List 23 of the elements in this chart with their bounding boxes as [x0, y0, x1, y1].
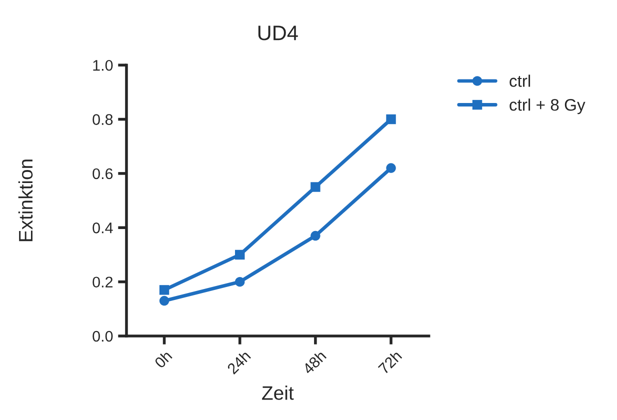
y-tick-label: 0.4 [92, 222, 113, 234]
point [386, 114, 396, 124]
y-tick-label: 0.2 [92, 276, 113, 288]
legend-label: ctrl [510, 74, 530, 87]
point [310, 230, 320, 241]
point [310, 182, 320, 192]
chart-title: UD4 [258, 26, 298, 40]
point [234, 276, 245, 287]
x-tick-label: 72h [378, 350, 402, 374]
point [386, 163, 396, 173]
y-tick-label: 0.8 [92, 114, 113, 125]
point [159, 285, 170, 295]
x-tick-label: 0h [154, 350, 172, 369]
y-axis-title: Extinktion [18, 160, 33, 242]
y-tick-label: 0.6 [92, 168, 113, 180]
x-axis-title: Zeit [262, 386, 294, 400]
point [159, 296, 170, 306]
y-tick-label: 0.0 [92, 330, 113, 342]
y-tick-label: 1.0 [93, 60, 113, 71]
point [234, 250, 245, 260]
x-tick-label: 48h [302, 350, 327, 375]
x-tick-label: 24h [226, 350, 251, 374]
legend-label: ctrl + 8 Gy [510, 98, 586, 114]
